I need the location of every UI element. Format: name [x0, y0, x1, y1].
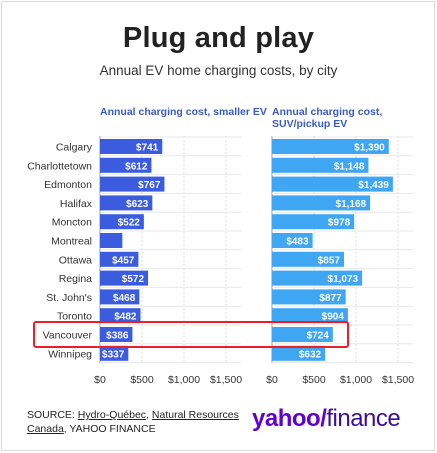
x-tick-label: $500 [302, 374, 326, 386]
city-label: Ottawa [59, 254, 92, 266]
chart-subtitle: Annual EV home charging costs, by city [99, 63, 338, 78]
bar-small-ev [100, 345, 129, 361]
city-label: Winnipeg [48, 348, 92, 360]
bar-suv-ev [272, 214, 355, 230]
city-label: Vancouver [43, 330, 93, 342]
bar-value-label: $482 [114, 312, 137, 323]
chart-title: Plug and play [122, 22, 315, 54]
bar-value-label: $1,168 [336, 199, 367, 210]
bar-value-label: $468 [113, 293, 136, 304]
source-sep: , [146, 409, 152, 421]
bar-value-label: $741 [136, 143, 159, 154]
bar-small-ev [100, 233, 123, 248]
city-label: Edmonton [44, 179, 92, 191]
bar-suv-ev [272, 327, 333, 342]
x-tick-label: $0 [94, 374, 106, 386]
city-label: Charlottetown [27, 160, 92, 172]
source-note: SOURCE: Hydro-Québec, Natural Resources … [27, 408, 239, 436]
bar-value-label: $386 [106, 331, 129, 342]
bar-value-label: $632 [299, 349, 322, 360]
x-tick-label: $1,000 [340, 374, 372, 386]
bar-small-ev [100, 327, 133, 342]
city-label: St. John's [46, 292, 92, 304]
bar-suv-ev [272, 270, 363, 286]
yahoo-finance-logo: yahoo/finance [252, 405, 401, 433]
bar-value-label: $522 [118, 218, 141, 229]
bar-value-label: $1,439 [358, 180, 389, 191]
logo-finance: finance [326, 405, 401, 432]
bar-suv-ev [272, 233, 313, 248]
logo-slash: / [320, 405, 327, 432]
bar-small-ev [100, 251, 139, 267]
bar-suv-ev [272, 308, 348, 324]
bar-suv-ev [272, 345, 326, 361]
logo-yahoo: yahoo [252, 405, 321, 432]
bar-value-label: $337 [102, 349, 125, 360]
bar-value-label: $483 [286, 237, 309, 248]
bar-small-ev [100, 289, 140, 305]
bar-small-ev [100, 214, 144, 230]
bar-suv-ev [272, 289, 346, 305]
source-link-nrcan-b[interactable]: Canada [27, 423, 64, 435]
panel-title-suv-ev: Annual charging cost, SUV/pickup EV [272, 106, 383, 130]
bar-small-ev [100, 176, 165, 192]
bar-value-label: $978 [328, 218, 351, 229]
highlight-box-vancouver [33, 321, 349, 348]
bar-value-label: $877 [319, 293, 342, 304]
x-tick-label: $1,500 [382, 374, 414, 386]
bar-small-ev [100, 157, 152, 173]
bar-suv-ev [272, 195, 371, 211]
bar-small-ev [100, 270, 149, 286]
x-tick-label: $1,500 [210, 374, 242, 386]
city-label: Calgary [56, 142, 93, 154]
bar-small-ev [100, 195, 153, 211]
bar-suv-ev [272, 176, 393, 192]
city-label: Moncton [52, 217, 92, 229]
bar-value-label: $724 [307, 331, 330, 342]
city-label: Toronto [57, 311, 92, 323]
source-link-nrcan-a[interactable]: Natural Resources [151, 409, 239, 421]
source-link-hydro[interactable]: Hydro-Québec [77, 409, 147, 421]
city-label: Montreal [51, 236, 92, 248]
bar-value-label: $572 [122, 274, 145, 285]
x-tick-label: $500 [130, 374, 154, 386]
bar-value-label: $612 [125, 161, 148, 172]
bar-value-label: $767 [138, 180, 161, 191]
bar-value-label: $1,390 [354, 143, 385, 154]
city-label: Halifax [60, 198, 93, 210]
bar-small-ev [100, 308, 141, 324]
bar-value-label: $457 [112, 255, 135, 266]
x-tick-label: $1,000 [168, 374, 200, 386]
bar-value-label: $623 [126, 199, 149, 210]
panel-title-small-ev: Annual charging cost, smaller EV [100, 106, 267, 118]
bar-small-ev [100, 139, 163, 154]
x-tick-label: $0 [266, 374, 278, 386]
bar-value-label: $904 [322, 312, 345, 323]
bar-value-label: $1,148 [334, 161, 365, 172]
city-label: Regina [59, 273, 92, 285]
source-prefix: SOURCE: [27, 409, 78, 421]
bar-value-label: $1,073 [328, 274, 359, 285]
bar-suv-ev [272, 251, 344, 267]
bar-value-label: $857 [318, 255, 341, 266]
bar-suv-ev [272, 139, 389, 154]
bar-suv-ev [272, 157, 369, 173]
source-suffix: , YAHOO FINANCE [63, 423, 156, 435]
